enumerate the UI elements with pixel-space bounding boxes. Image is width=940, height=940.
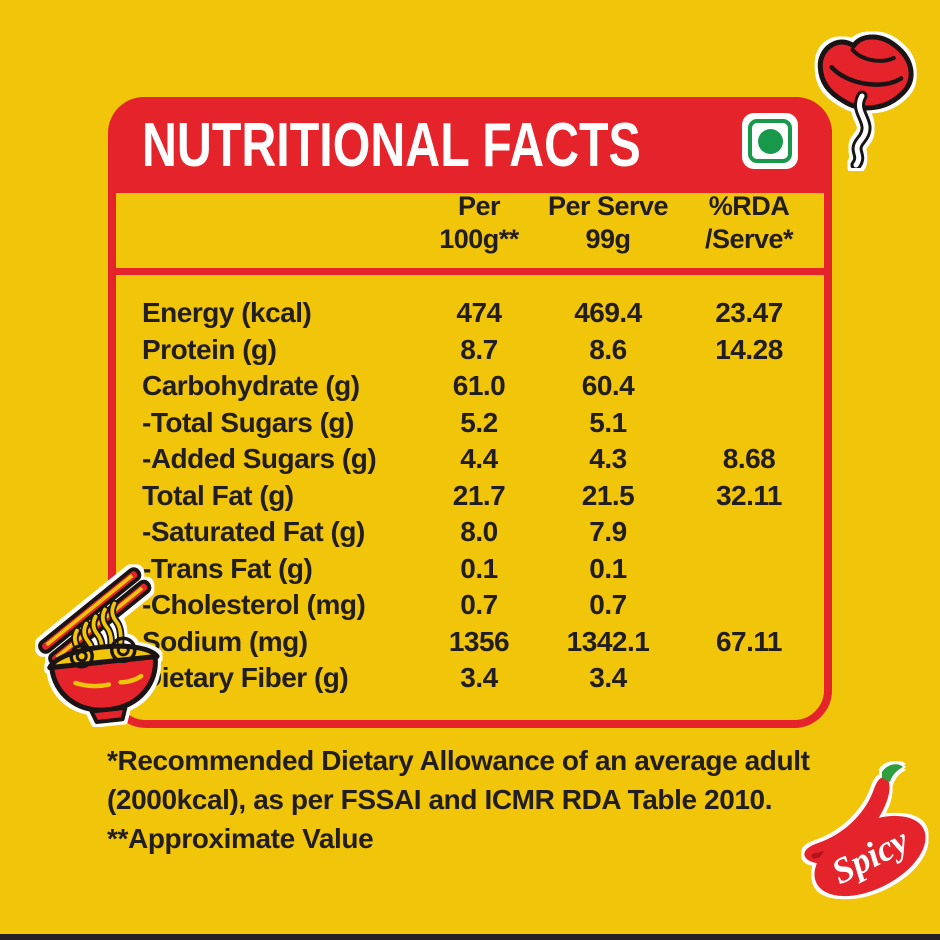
chili-spicy-sticker-icon: Spicy — [770, 758, 940, 910]
lips-noodle-sticker-icon — [798, 24, 936, 171]
table-row: -Trans Fat (g) 0.1 0.1 — [142, 552, 627, 584]
table-row: Protein (g) 8.7 8.6 14.28 — [142, 333, 783, 365]
table-row: Dietary Fiber (g) 3.4 3.4 — [142, 662, 627, 694]
page-title: NUTRITIONAL FACTS — [142, 110, 641, 180]
veg-mark-icon — [742, 113, 798, 169]
footnote-line-2: (2000kcal), as per FSSAI and ICMR RDA Ta… — [107, 784, 773, 815]
header-divider — [114, 268, 826, 275]
column-header-per-100g: Per 100g** — [439, 191, 519, 254]
footnotes: *Recommended Dietary Allowance of an ave… — [107, 741, 810, 858]
table-row: Sodium (mg) 1356 1342.1 67.11 — [142, 625, 783, 657]
table-row: Total Fat (g) 21.7 21.5 32.11 — [142, 479, 783, 511]
column-header-per-serve: Per Serve 99g — [547, 191, 669, 254]
panel-header: NUTRITIONAL FACTS — [108, 97, 832, 193]
column-header-rda-serve: %RDA /Serve* — [704, 191, 794, 254]
nutrition-table: Energy (kcal) 474 469.4 23.47 Protein (g… — [116, 295, 824, 697]
nutrition-panel: NUTRITIONAL FACTS Per 100g** Per Serve 9… — [108, 97, 832, 728]
veg-mark-dot — [757, 128, 783, 154]
footnote-line-1: *Recommended Dietary Allowance of an ave… — [107, 745, 810, 776]
table-row: -Added Sugars (g) 4.4 4.3 8.68 — [142, 443, 776, 475]
veg-mark-border — [748, 119, 792, 163]
image-bottom-edge — [0, 934, 940, 940]
table-row: -Saturated Fat (g) 8.0 7.9 — [142, 516, 627, 548]
column-header-spacer — [142, 190, 416, 256]
table-row: -Cholesterol (mg) 0.7 0.7 — [142, 589, 627, 621]
table-row: -Total Sugars (g) 5.2 5.1 — [142, 406, 627, 438]
column-headers: Per 100g** Per Serve 99g %RDA /Serve* — [116, 190, 824, 256]
noodle-bowl-sticker-icon — [18, 558, 190, 736]
table-row: Energy (kcal) 474 469.4 23.47 — [142, 297, 783, 329]
footnote-line-3: **Approximate Value — [107, 823, 374, 854]
table-row: Carbohydrate (g) 61.0 60.4 — [142, 370, 635, 402]
